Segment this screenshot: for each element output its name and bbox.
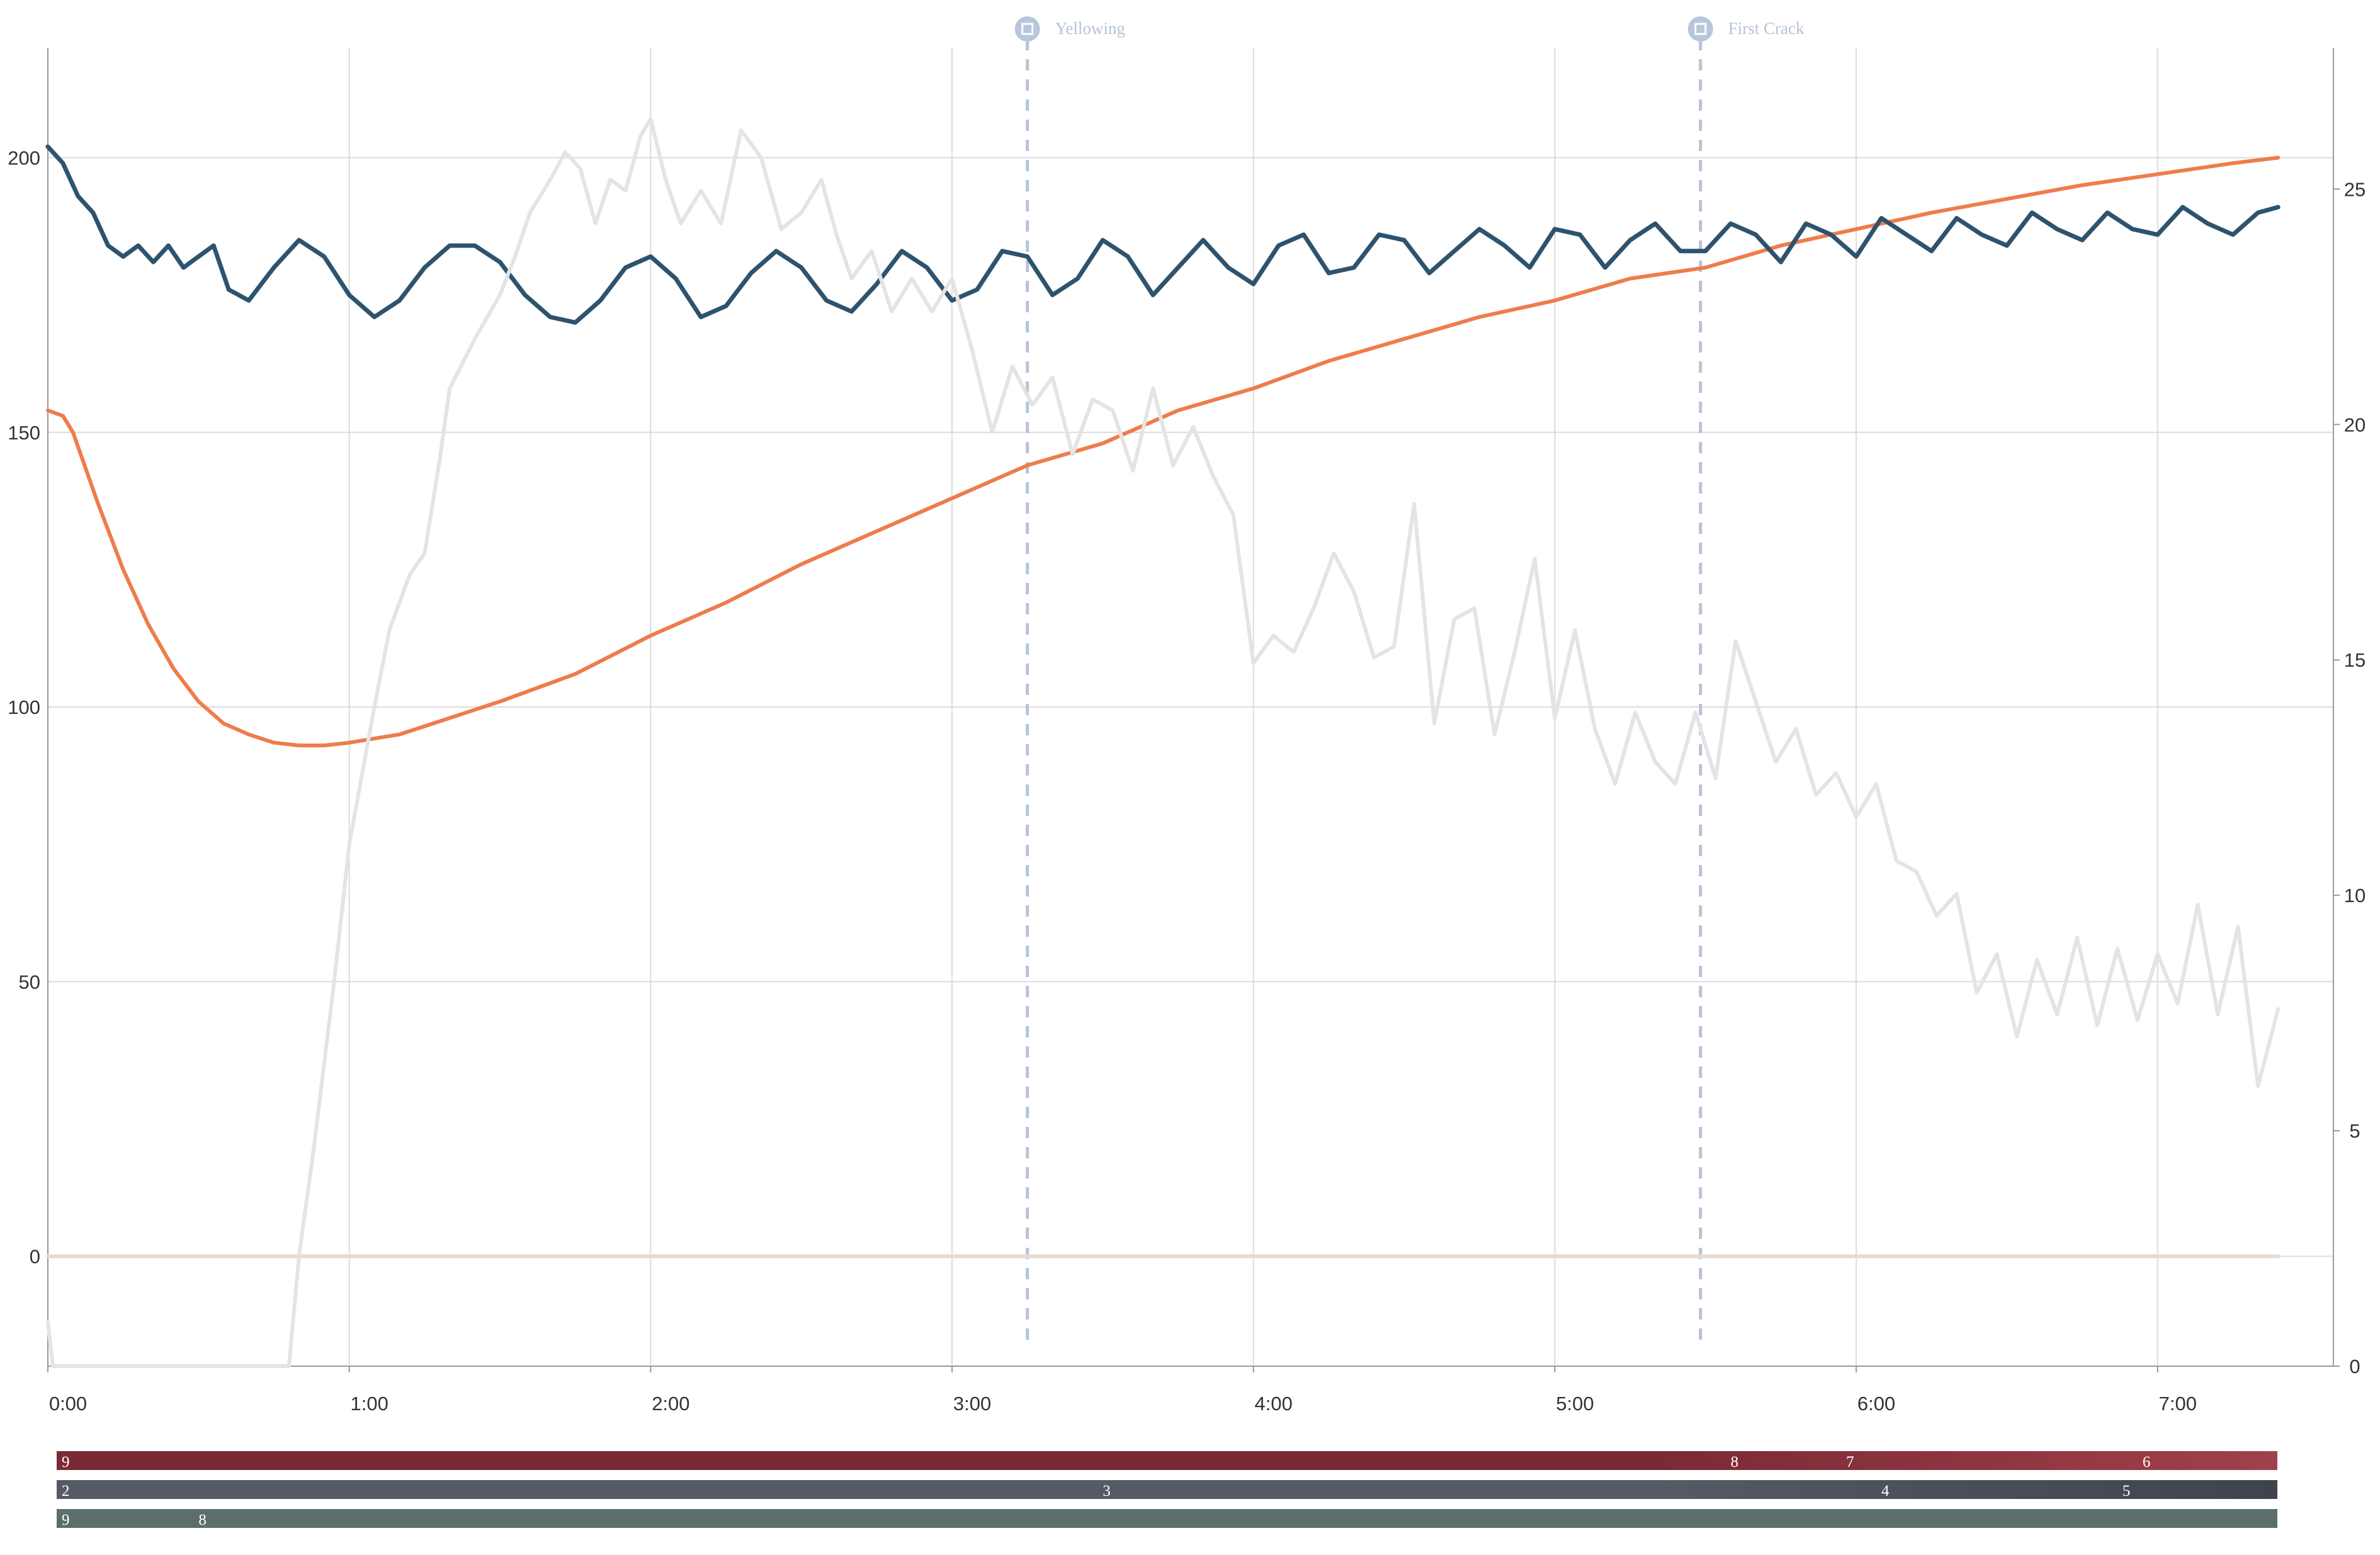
series-line-1 bbox=[46, 156, 2281, 748]
x-tick-label: 0:00 bbox=[49, 1393, 87, 1415]
y-right-tick-label: 5 bbox=[2349, 1120, 2360, 1142]
marker-label: Yellowing bbox=[1055, 19, 1125, 38]
marker-label: First Crack bbox=[1728, 19, 1805, 38]
marker-icon-square bbox=[1021, 23, 1034, 35]
x-tick-label: 2:00 bbox=[652, 1393, 689, 1415]
y-right-tick-label: 10 bbox=[2344, 885, 2366, 907]
control-band-3 bbox=[57, 1509, 2277, 1528]
band-label: 8 bbox=[198, 1512, 207, 1529]
y-left-tick-label: 50 bbox=[19, 971, 40, 993]
band-label: 4 bbox=[1881, 1483, 1890, 1500]
y-right-tick-label: 20 bbox=[2344, 414, 2366, 436]
series-line-2 bbox=[45, 144, 2281, 325]
band-label: 9 bbox=[62, 1454, 70, 1471]
marker-icon-square bbox=[1694, 23, 1707, 35]
band-label: 6 bbox=[2143, 1454, 2151, 1471]
x-tick-label: 6:00 bbox=[1857, 1393, 1895, 1415]
band-label: 3 bbox=[1102, 1483, 1111, 1500]
y-left-tick-label: 0 bbox=[30, 1246, 40, 1268]
x-tick-label: 7:00 bbox=[2159, 1393, 2197, 1415]
y-left-tick-label: 150 bbox=[8, 422, 40, 444]
y-right-tick-label: 25 bbox=[2344, 178, 2366, 200]
marker-icon bbox=[1014, 16, 1040, 42]
marker-icon bbox=[1687, 16, 1713, 42]
band-label: 5 bbox=[2122, 1483, 2131, 1500]
band-label: 7 bbox=[1846, 1454, 1854, 1471]
grid bbox=[47, 48, 2333, 1366]
series-lines bbox=[45, 117, 2281, 1368]
x-tick-label: 3:00 bbox=[953, 1393, 991, 1415]
y-left-tick-label: 200 bbox=[8, 147, 40, 169]
control-band-2 bbox=[57, 1480, 2277, 1499]
y-right-tick-label: 15 bbox=[2344, 649, 2366, 671]
event-markers: Yellowing First Crack bbox=[1014, 16, 1805, 1347]
x-tick-label: 4:00 bbox=[1255, 1393, 1293, 1415]
band-label: 2 bbox=[62, 1483, 70, 1500]
y-left-tick-label: 100 bbox=[8, 696, 40, 718]
control-band-1 bbox=[57, 1451, 2277, 1470]
y-right-tick-label: 0 bbox=[2349, 1355, 2360, 1377]
band-label: 8 bbox=[1731, 1454, 1739, 1471]
band-label: 9 bbox=[62, 1512, 70, 1529]
series-line-3 bbox=[46, 117, 2281, 1368]
control-bands: 9 8 7 6 2 3 4 5 9 8 bbox=[57, 1451, 2277, 1529]
x-tick-label: 5:00 bbox=[1556, 1393, 1594, 1415]
x-tick-label: 1:00 bbox=[351, 1393, 388, 1415]
